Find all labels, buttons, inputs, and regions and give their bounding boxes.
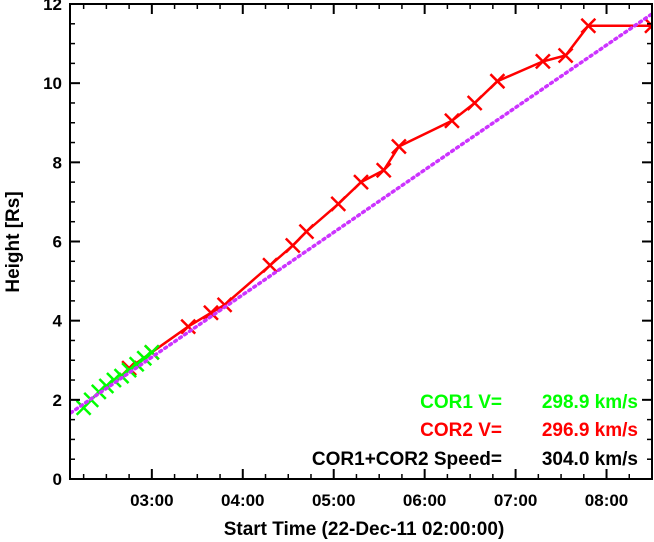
x-tick-label: 03:00 [130, 491, 173, 510]
data-point [180, 318, 197, 335]
y-tick-label: 6 [53, 233, 62, 252]
data-point [466, 95, 483, 111]
data-point [391, 138, 407, 155]
legend-label: COR1 V= [420, 392, 502, 413]
data-point [353, 174, 369, 191]
data-point [557, 47, 574, 64]
cor2-series [121, 17, 652, 377]
y-tick-label: 4 [53, 312, 63, 331]
fit-line [70, 12, 652, 416]
x-tick-label: 04:00 [221, 491, 264, 510]
data-point [489, 73, 506, 90]
fit-line-line [70, 12, 652, 416]
data-point [298, 223, 315, 240]
data-point [203, 304, 219, 321]
y-tick-label: 2 [53, 391, 62, 410]
legend-value: 304.0 km/s [542, 449, 638, 470]
y-tick-label: 12 [43, 0, 62, 14]
plot-marks [70, 12, 652, 416]
axis-ticks: 03:00 04:00 05:00 06:00 07:00 08:00 0 2 4 6 8 10 12 [43, 0, 652, 510]
x-tick-label: 07:00 [494, 491, 537, 510]
data-point [262, 257, 278, 274]
legend-label: COR2 V= [420, 420, 502, 441]
data-point [143, 344, 160, 361]
legend-value: 296.9 km/s [542, 420, 638, 441]
data-point [375, 162, 392, 179]
legend-value: 298.9 km/s [542, 392, 638, 413]
data-point [580, 17, 597, 34]
speed-legend: COR1 V= 298.9 km/s COR2 V= 296.9 km/s COR1+C… [312, 392, 638, 470]
legend-label: COR1+COR2 Speed= [312, 449, 502, 470]
x-tick-label: 05:00 [312, 491, 355, 510]
y-tick-label: 0 [53, 470, 62, 489]
data-point [534, 53, 551, 70]
data-point [284, 237, 301, 254]
x-tick-label: 06:00 [403, 491, 446, 510]
data-point [644, 17, 652, 34]
y-axis-title: Height [Rs] [3, 191, 24, 292]
data-point [444, 112, 460, 129]
y-tick-label: 8 [53, 153, 62, 172]
y-tick-label: 10 [43, 74, 62, 93]
data-point [330, 196, 347, 212]
x-axis-title: Start Time (22-Dec-11 02:00:00) [224, 519, 505, 540]
x-tick-label: 08:00 [585, 491, 628, 510]
